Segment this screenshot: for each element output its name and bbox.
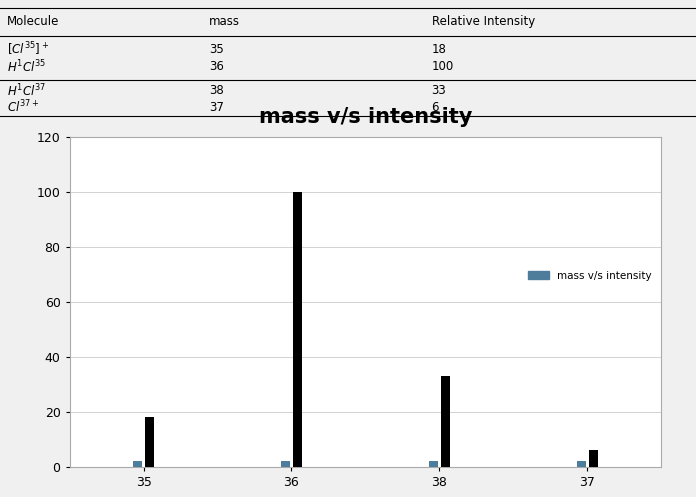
Text: Molecule: Molecule: [7, 15, 59, 28]
Text: $Cl^{37+}$: $Cl^{37+}$: [7, 99, 40, 115]
Bar: [589, 450, 598, 467]
Text: 18: 18: [432, 43, 446, 56]
Bar: [441, 376, 450, 467]
Bar: [293, 192, 302, 467]
Bar: [133, 461, 142, 467]
Bar: [281, 461, 290, 467]
Text: $H^1Cl^{37}$: $H^1Cl^{37}$: [7, 82, 47, 99]
Text: 6: 6: [432, 100, 439, 114]
Text: $H^1Cl^{35}$: $H^1Cl^{35}$: [7, 59, 47, 75]
Text: 100: 100: [432, 60, 454, 74]
Bar: [577, 461, 586, 467]
Text: 38: 38: [209, 84, 223, 97]
Title: mass v/s intensity: mass v/s intensity: [259, 107, 472, 127]
Text: 35: 35: [209, 43, 223, 56]
Text: 37: 37: [209, 100, 223, 114]
Bar: [429, 461, 438, 467]
Text: 33: 33: [432, 84, 446, 97]
Text: 36: 36: [209, 60, 223, 74]
Text: $[Cl^{35}]^+$: $[Cl^{35}]^+$: [7, 40, 49, 58]
Text: mass: mass: [209, 15, 240, 28]
Bar: [145, 417, 154, 467]
Text: Relative Intensity: Relative Intensity: [432, 15, 535, 28]
Legend: mass v/s intensity: mass v/s intensity: [524, 266, 656, 285]
